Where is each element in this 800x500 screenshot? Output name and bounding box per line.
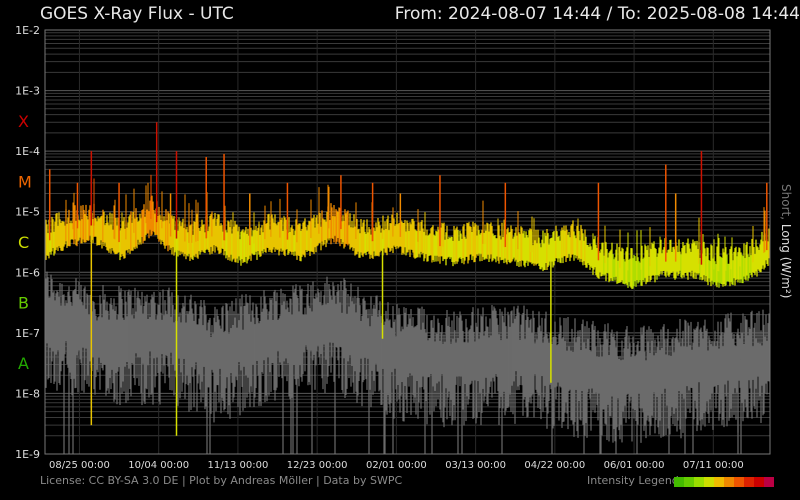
x-tick-label: 07/11 00:00 bbox=[683, 460, 744, 471]
time-range-label: From: 2024-08-07 14:44 / To: 2025-08-08 … bbox=[394, 4, 800, 24]
x-tick-label: 02/01 00:00 bbox=[366, 460, 427, 471]
x-tick-label: 03/13 00:00 bbox=[445, 460, 506, 471]
y-tick-label: 1E-8 bbox=[15, 387, 40, 400]
class-label-m: M bbox=[18, 172, 32, 191]
legend-swatch bbox=[744, 477, 754, 487]
chart-title: GOES X-Ray Flux - UTC bbox=[40, 4, 234, 24]
y-tick-label: 1E-9 bbox=[15, 448, 40, 461]
legend-swatch bbox=[684, 477, 694, 487]
x-tick-label: 12/23 00:00 bbox=[287, 460, 348, 471]
intensity-legend-label: Intensity Legend bbox=[587, 474, 679, 487]
x-tick-label: 10/04 00:00 bbox=[128, 460, 189, 471]
legend-swatch bbox=[704, 477, 714, 487]
class-label-a: A bbox=[18, 354, 29, 373]
intensity-legend-bar bbox=[674, 477, 774, 487]
series-long bbox=[45, 122, 770, 436]
x-tick-label: 06/01 00:00 bbox=[604, 460, 665, 471]
y-tick-label: 1E-7 bbox=[15, 327, 40, 340]
legend-swatch bbox=[714, 477, 724, 487]
legend-swatch bbox=[694, 477, 704, 487]
class-label-b: B bbox=[18, 294, 29, 313]
legend-swatch bbox=[764, 477, 774, 487]
legend-swatch bbox=[674, 477, 684, 487]
legend-swatch bbox=[754, 477, 764, 487]
y-axis-label: Short, Long (W/m²) bbox=[779, 184, 793, 298]
y-tick-label: 1E-6 bbox=[15, 266, 40, 279]
class-label-c: C bbox=[18, 233, 29, 252]
legend-swatch bbox=[724, 477, 734, 487]
y-tick-label: 1E-4 bbox=[15, 145, 40, 158]
license-footer: License: CC BY-SA 3.0 DE | Plot by Andre… bbox=[40, 474, 403, 487]
series-short bbox=[45, 271, 770, 454]
x-tick-label: 08/25 00:00 bbox=[49, 460, 110, 471]
y-tick-label: 1E-5 bbox=[15, 206, 40, 219]
x-tick-label: 11/13 00:00 bbox=[207, 460, 268, 471]
plot-border bbox=[44, 29, 771, 455]
y-tick-label: 1E-2 bbox=[15, 24, 40, 37]
class-label-x: X bbox=[18, 112, 29, 131]
x-tick-label: 04/22 00:00 bbox=[524, 460, 585, 471]
y-tick-label: 1E-3 bbox=[15, 85, 40, 98]
legend-swatch bbox=[734, 477, 744, 487]
